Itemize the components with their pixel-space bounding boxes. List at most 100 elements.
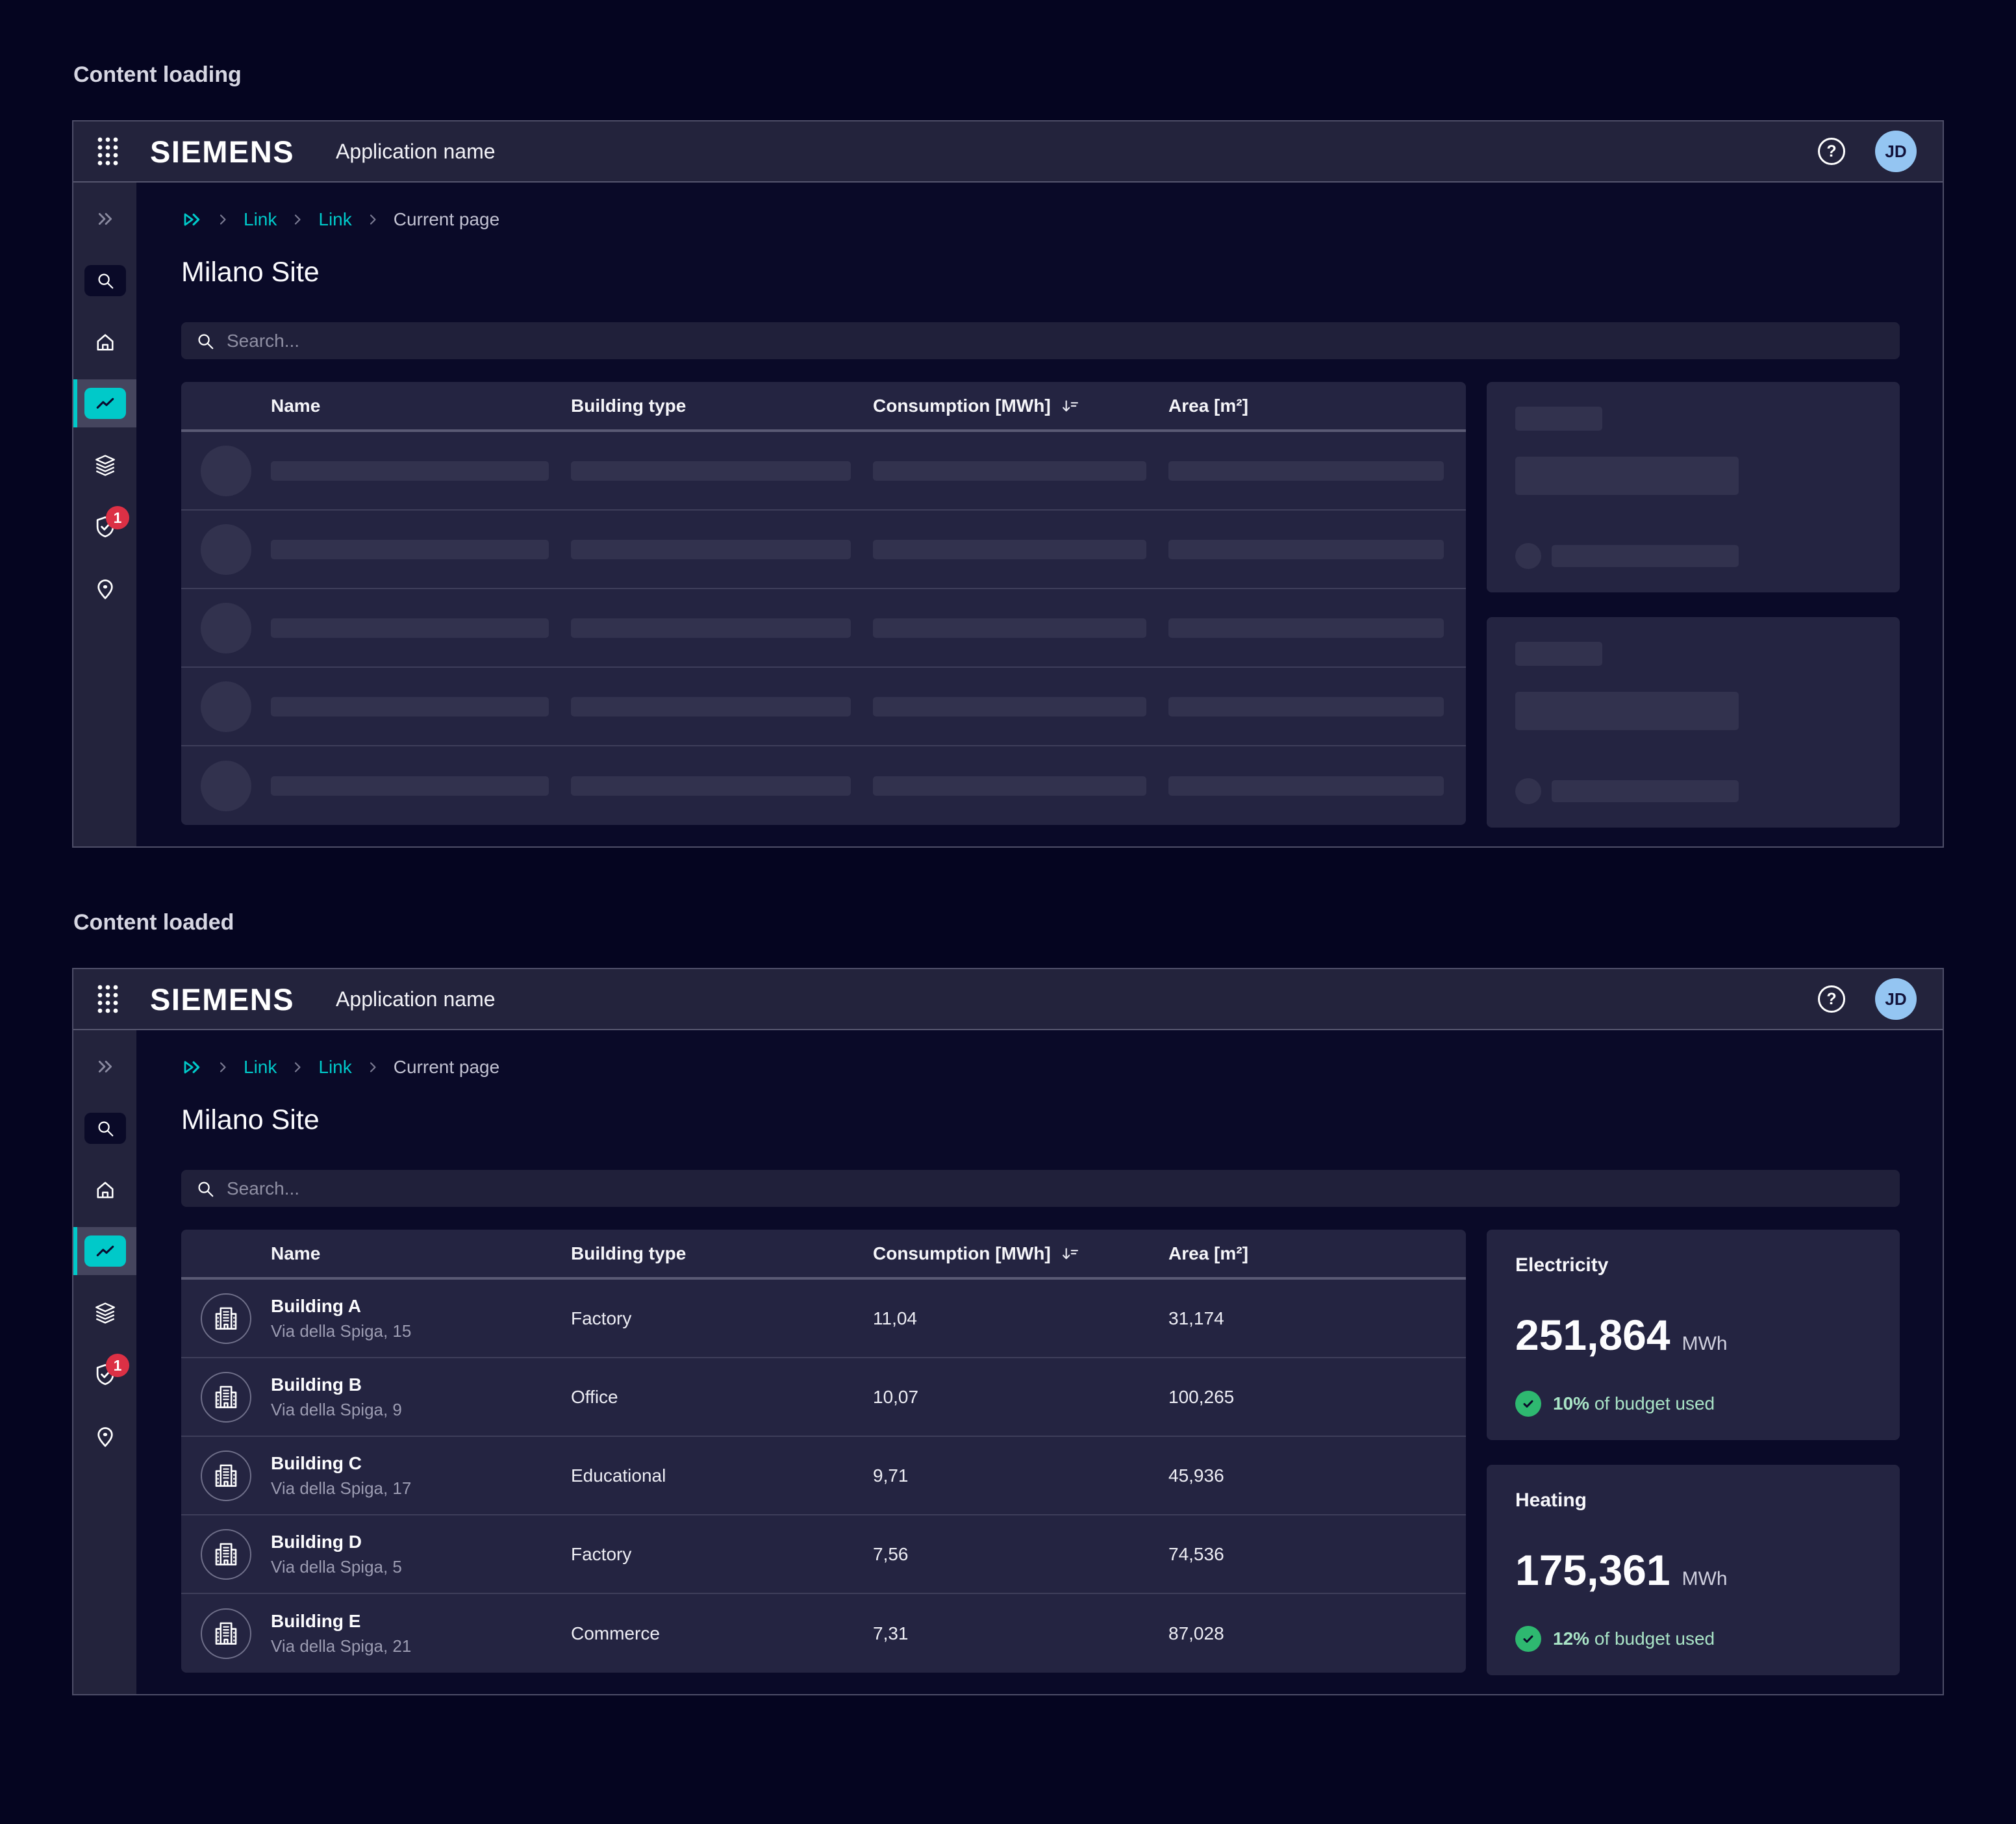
chevron-right-icon <box>295 1062 301 1072</box>
skeleton-table-row <box>181 589 1466 668</box>
breadcrumb-link[interactable]: Link <box>318 209 352 229</box>
sidebar-item-home[interactable] <box>73 1159 136 1221</box>
building-icon <box>215 1622 237 1645</box>
column-header-type[interactable]: Building type <box>571 1243 687 1263</box>
expand-sidebar-icon <box>98 212 112 225</box>
content-area: Link Link Current page Milano Site Name <box>136 183 1943 846</box>
chevron-right-icon <box>370 214 376 225</box>
sidebar-item-search[interactable] <box>73 1097 136 1159</box>
building-icon <box>215 1386 237 1408</box>
column-header-name[interactable]: Name <box>271 395 321 416</box>
kpi-card-skeleton <box>1487 617 1900 828</box>
location-pin-icon <box>97 579 113 599</box>
building-area: 74,536 <box>1168 1543 1224 1564</box>
building-icon <box>215 1543 237 1565</box>
skeleton-title-bar <box>1515 642 1602 666</box>
building-area: 31,174 <box>1168 1308 1224 1328</box>
building-type: Factory <box>571 1308 632 1328</box>
table-row[interactable]: Building E Via della Spiga, 21 Commerce … <box>181 1594 1466 1673</box>
skeleton-avatar <box>201 445 251 496</box>
column-header-name[interactable]: Name <box>271 1243 321 1263</box>
sidebar-item-compliance[interactable]: 1 <box>73 1343 136 1405</box>
skeleton-status-dot <box>1515 543 1541 569</box>
help-button[interactable]: ? <box>1818 985 1845 1013</box>
sidebar-item-home[interactable] <box>73 311 136 373</box>
expand-sidebar-icon <box>98 1060 112 1072</box>
breadcrumb-link[interactable]: Link <box>244 1057 277 1077</box>
building-consumption: 10,07 <box>873 1386 919 1407</box>
sidebar-item-analytics-active[interactable] <box>73 1227 136 1275</box>
application-name: Application name <box>336 139 496 163</box>
building-consumption: 7,31 <box>873 1623 909 1643</box>
kpi-title: Heating <box>1515 1489 1587 1511</box>
breadcrumb-root-icon[interactable] <box>181 1058 202 1077</box>
search-icon <box>198 1182 214 1197</box>
sort-descending-icon <box>1062 399 1078 411</box>
breadcrumb-link[interactable]: Link <box>244 209 277 229</box>
help-button[interactable]: ? <box>1818 138 1845 165</box>
search-input[interactable] <box>227 1178 1885 1199</box>
column-header-type[interactable]: Building type <box>571 395 687 416</box>
table-row[interactable]: Building A Via della Spiga, 15 Factory 1… <box>181 1280 1466 1358</box>
building-avatar <box>201 1608 251 1659</box>
home-icon <box>96 333 114 351</box>
search-input[interactable] <box>227 330 1885 351</box>
sidebar-item-search[interactable] <box>73 249 136 311</box>
skeleton-avatar <box>201 681 251 732</box>
app-launcher-button[interactable] <box>95 983 120 1015</box>
location-pin-icon <box>97 1426 113 1447</box>
kpi-title: Electricity <box>1515 1254 1609 1276</box>
search-bar[interactable] <box>181 1170 1900 1207</box>
building-icon <box>215 1464 237 1487</box>
sidebar-item-locations[interactable] <box>73 1405 136 1467</box>
building-avatar <box>201 1371 251 1423</box>
building-name: Building D <box>271 1531 362 1552</box>
sidebar-item-layers[interactable] <box>73 1282 136 1343</box>
buildings-table: Name Building type Consumption [MWh] Are… <box>181 1230 1466 1673</box>
layers-icon <box>95 1302 115 1324</box>
analytics-icon <box>96 398 114 409</box>
breadcrumb-link[interactable]: Link <box>318 1057 352 1077</box>
sidebar-item-locations[interactable] <box>73 557 136 619</box>
sidebar-expand-button[interactable] <box>73 1035 136 1097</box>
building-area: 100,265 <box>1168 1386 1235 1407</box>
kpi-unit: MWh <box>1682 1568 1728 1590</box>
user-avatar[interactable]: JD <box>1875 131 1917 172</box>
kpi-value: 175,361 <box>1515 1546 1670 1594</box>
user-avatar[interactable]: JD <box>1875 978 1917 1020</box>
building-address: Via della Spiga, 5 <box>271 1556 402 1577</box>
column-header-area[interactable]: Area [m²] <box>1168 1243 1248 1263</box>
sidebar-expand-button[interactable] <box>73 188 136 249</box>
budget-status: 10% of budget used <box>1515 1391 1871 1417</box>
building-avatar <box>201 1293 251 1344</box>
building-avatar <box>201 1528 251 1580</box>
column-header-consumption[interactable]: Consumption [MWh] <box>873 1243 1168 1264</box>
sidebar-item-analytics-active[interactable] <box>73 379 136 427</box>
app-launcher-button[interactable] <box>95 136 120 167</box>
kpi-value: 251,864 <box>1515 1311 1670 1359</box>
building-name: Building B <box>271 1374 362 1395</box>
table-row[interactable]: Building C Via della Spiga, 17 Education… <box>181 1437 1466 1515</box>
siemens-logo: SIEMENS <box>150 134 295 169</box>
breadcrumb-root-icon[interactable] <box>181 210 202 229</box>
building-name: Building E <box>271 1610 361 1631</box>
siemens-logo: SIEMENS <box>150 982 295 1017</box>
search-bar[interactable] <box>181 322 1900 359</box>
building-area: 87,028 <box>1168 1623 1224 1643</box>
table-row[interactable]: Building D Via della Spiga, 5 Factory 7,… <box>181 1515 1466 1594</box>
app-window-loading: SIEMENS Application name ? JD <box>72 120 1944 848</box>
column-header-area[interactable]: Area [m²] <box>1168 395 1248 416</box>
table-row[interactable]: Building B Via della Spiga, 9 Office 10,… <box>181 1358 1466 1437</box>
column-header-consumption[interactable]: Consumption [MWh] <box>873 396 1168 416</box>
skeleton-table-row <box>181 432 1466 511</box>
building-avatar <box>201 1450 251 1501</box>
notification-badge: 1 <box>106 1354 129 1377</box>
sidebar-item-layers[interactable] <box>73 434 136 496</box>
app-header: SIEMENS Application name ? JD <box>73 969 1943 1030</box>
building-area: 45,936 <box>1168 1465 1224 1486</box>
page-title: Milano Site <box>181 1104 320 1135</box>
kpi-unit: MWh <box>1682 1333 1728 1354</box>
app-header: SIEMENS Application name ? JD <box>73 121 1943 183</box>
skeleton-avatar <box>201 760 251 811</box>
sidebar-item-compliance[interactable]: 1 <box>73 496 136 557</box>
